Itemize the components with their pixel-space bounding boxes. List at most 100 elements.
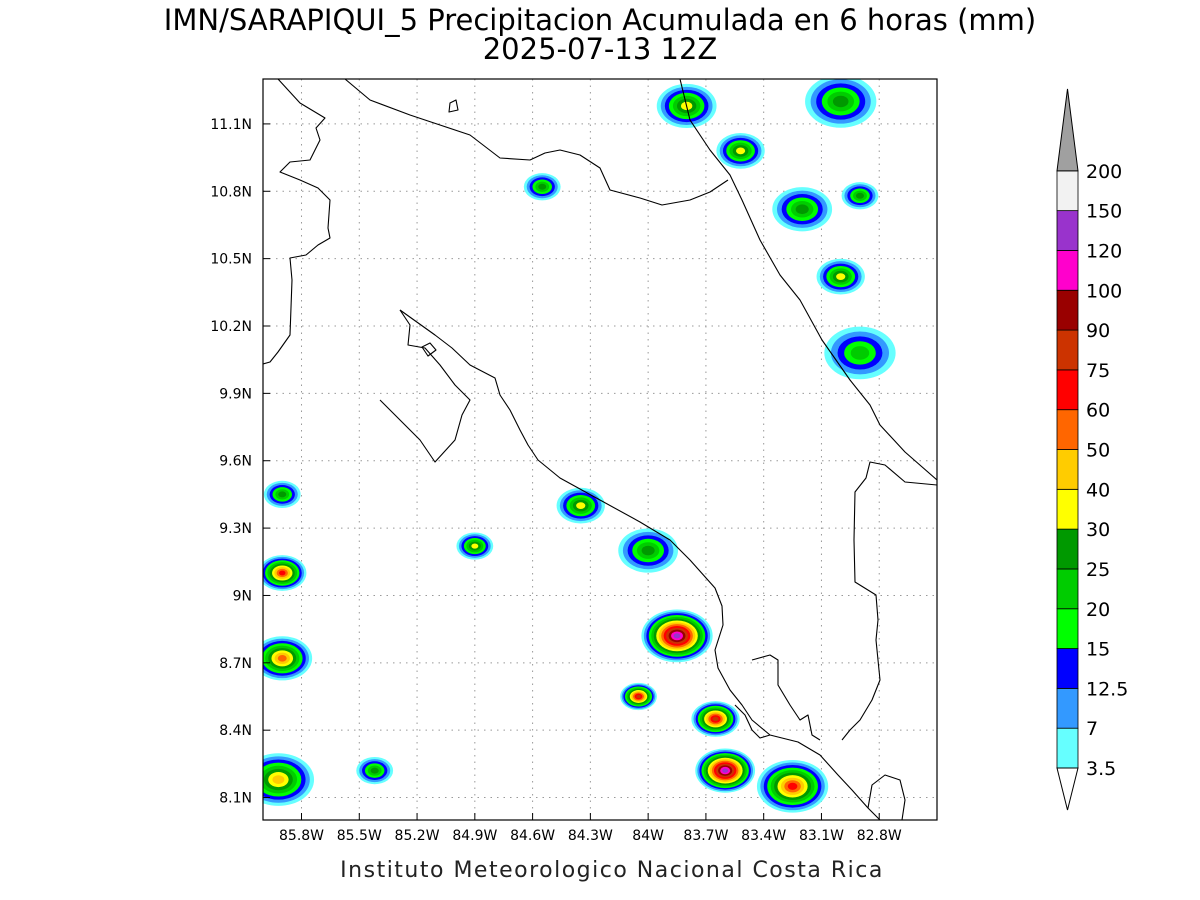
pacific-coast-north bbox=[263, 79, 331, 365]
colorbar-swatch bbox=[1056, 687, 1079, 729]
colorbar-swatch bbox=[1056, 369, 1079, 411]
precip-cell bbox=[556, 487, 605, 524]
lon-tick-label: 82.8W bbox=[857, 828, 902, 844]
lon-tick-label: 83.7W bbox=[683, 828, 728, 844]
precip-cell bbox=[618, 528, 679, 573]
colorbar-label: 150 bbox=[1086, 201, 1122, 223]
precip-contour bbox=[787, 782, 798, 790]
colorbar-label: 60 bbox=[1086, 400, 1110, 422]
precip-cell bbox=[523, 173, 561, 201]
precip-contour bbox=[722, 768, 729, 773]
map-title: IMN/SARAPIQUI_5 Precipitacion Acumulada … bbox=[164, 3, 1036, 37]
colorbar-label: 30 bbox=[1086, 519, 1110, 541]
colorbar-label: 90 bbox=[1086, 320, 1110, 342]
island-2 bbox=[421, 342, 437, 357]
lon-tick-label: 85.5W bbox=[337, 828, 382, 844]
colorbar-label: 7 bbox=[1086, 718, 1098, 740]
colorbar-label: 50 bbox=[1086, 440, 1110, 462]
colorbar-label: 75 bbox=[1086, 360, 1110, 382]
island-1 bbox=[448, 99, 459, 113]
lon-tick-label: 83.4W bbox=[741, 828, 786, 844]
lat-tick-label: 9.3N bbox=[219, 521, 252, 537]
precip-contour bbox=[836, 273, 846, 280]
colorbar-swatch bbox=[1056, 210, 1079, 251]
lon-tick-label: 85.2W bbox=[395, 828, 440, 844]
colorbar-swatch bbox=[1056, 727, 1079, 769]
precip-cell bbox=[772, 187, 833, 232]
colorbar-swatch bbox=[1056, 568, 1079, 610]
precip-contour bbox=[278, 491, 287, 498]
precip-contour bbox=[538, 183, 547, 190]
lat-tick-label: 10.2N bbox=[210, 319, 252, 335]
precip-cell bbox=[756, 759, 829, 813]
colorbar-swatch bbox=[1056, 409, 1079, 450]
precip-contour bbox=[641, 545, 655, 556]
credit-text: Instituto Meteorologico Nacional Costa R… bbox=[340, 858, 884, 883]
lat-tick-label: 8.1N bbox=[219, 791, 252, 807]
precip-contour bbox=[272, 775, 285, 784]
precip-cell bbox=[695, 748, 756, 793]
colorbar-swatch bbox=[1056, 250, 1079, 291]
costa-rica-panama-border bbox=[841, 461, 937, 741]
colorbar-label: 120 bbox=[1086, 240, 1122, 262]
lat-tick-label: 8.4N bbox=[219, 723, 252, 739]
lat-tick-label: 9.9N bbox=[219, 386, 252, 402]
colorbar-label: 15 bbox=[1086, 639, 1110, 661]
osa-peninsula bbox=[734, 704, 771, 739]
lat-tick-label: 11.1N bbox=[210, 117, 252, 133]
gridlines bbox=[263, 79, 937, 820]
precip-cell bbox=[356, 757, 394, 785]
precip-contour bbox=[277, 655, 287, 662]
lon-tick-label: 84W bbox=[632, 828, 664, 844]
pacific-coast-central bbox=[399, 309, 881, 820]
precip-contour bbox=[712, 716, 719, 722]
plot-frame bbox=[262, 78, 938, 821]
colorbar-swatch bbox=[1056, 488, 1079, 530]
colorbar-arrow-top bbox=[1056, 88, 1079, 172]
lat-tick-label: 8.7N bbox=[219, 656, 252, 672]
precip-cell bbox=[456, 532, 494, 560]
colorbar-label: 200 bbox=[1086, 161, 1122, 183]
colorbar-label: 20 bbox=[1086, 599, 1110, 621]
burica-coast bbox=[867, 774, 906, 820]
coastlines bbox=[263, 79, 937, 820]
colorbar-arrow-bottom bbox=[1056, 767, 1079, 811]
lon-tick-label: 84.3W bbox=[568, 828, 613, 844]
precip-cell bbox=[263, 636, 313, 681]
lat-tick-label: 10.5N bbox=[210, 252, 252, 268]
precip-contour bbox=[471, 543, 479, 549]
axis-ticks: 85.8W 85.5W 85.2W 84.9W 84.6W 84.3W 84W 83.7W 83… bbox=[210, 117, 902, 844]
colorbar-swatch bbox=[1056, 608, 1079, 649]
precip-cell bbox=[805, 79, 877, 128]
golfo-dulce bbox=[751, 654, 821, 741]
colorbar-label: 40 bbox=[1086, 479, 1110, 501]
precip-cell bbox=[816, 258, 865, 295]
nicoya-gulf-coast bbox=[379, 309, 471, 463]
precip-cell bbox=[824, 326, 896, 380]
colorbar-swatch bbox=[1056, 648, 1079, 689]
lon-tick-label: 85.8W bbox=[279, 828, 324, 844]
lat-tick-label: 9.6N bbox=[219, 454, 252, 470]
precip-contour bbox=[855, 192, 864, 199]
lat-tick-label: 9N bbox=[233, 588, 252, 604]
colorbar-label: 3.5 bbox=[1086, 758, 1116, 780]
colorbar-swatch bbox=[1056, 449, 1079, 490]
precip-cell bbox=[691, 701, 740, 737]
colorbar-swatch bbox=[1056, 528, 1079, 570]
lake-nicaragua-shore bbox=[344, 79, 729, 206]
precip-cell bbox=[841, 182, 879, 210]
precip-cell bbox=[716, 133, 765, 169]
colorbar-swatch bbox=[1056, 289, 1079, 331]
colorbar-label: 25 bbox=[1086, 559, 1110, 581]
precip-contour bbox=[370, 767, 379, 774]
colorbar: 3.5 7 12.5 15 20 25 30 40 50 60 75 90 100 120 150 200 bbox=[1056, 88, 1128, 811]
lon-tick-label: 83.1W bbox=[799, 828, 844, 844]
map-subtitle: 2025-07-13 12Z bbox=[483, 32, 718, 66]
precip-contour bbox=[673, 633, 681, 639]
precip-contour bbox=[636, 694, 641, 699]
precip-contour bbox=[850, 346, 870, 360]
precip-cell bbox=[263, 753, 315, 806]
precip-cell bbox=[620, 682, 657, 711]
precip-contour bbox=[795, 204, 809, 215]
